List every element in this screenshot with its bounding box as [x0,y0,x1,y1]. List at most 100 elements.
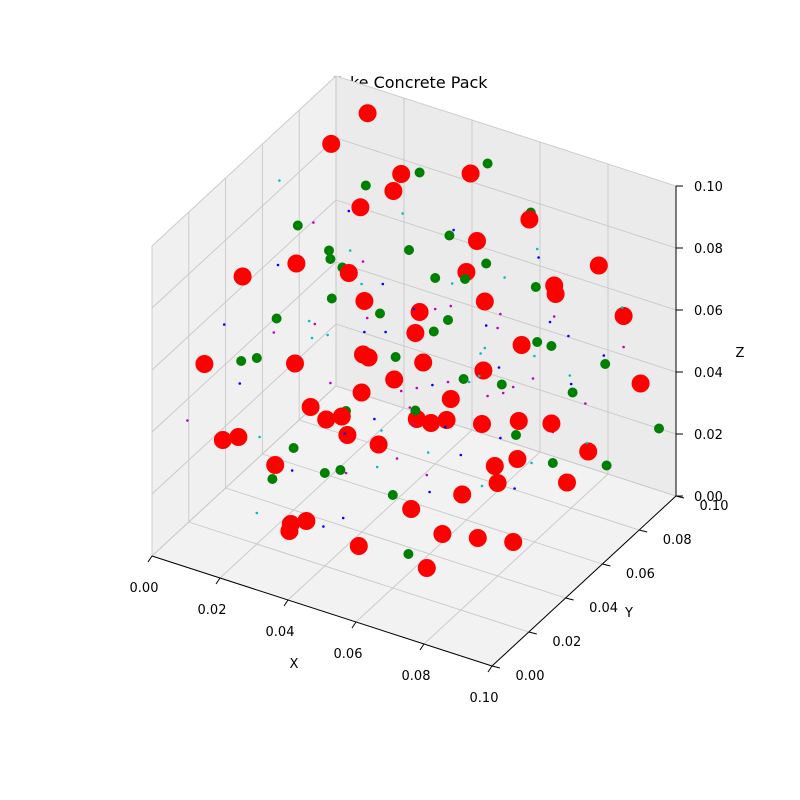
grid-line-y-floor [188,521,529,633]
scatter-point [343,432,346,435]
scatter-point [414,353,433,372]
scatter-point [631,374,650,393]
scatter-point [258,435,261,439]
scatter-point [276,263,280,267]
scatter-point [584,402,587,405]
scatter-point [399,389,403,393]
scatter-point [339,264,358,282]
scatter-point [532,337,543,347]
scatter-point [589,256,608,275]
scatter-point [537,256,540,259]
scatter-point [444,230,455,241]
scatter-point [496,379,507,390]
scatter-point [402,500,421,518]
scatter-point [355,292,374,310]
axis-ticks: 0.000.020.040.060.080.100.000.020.040.06… [130,180,729,706]
scatter-point [600,359,611,369]
scatter-point [387,490,398,500]
scatter-point [348,249,352,252]
scatter-point [443,425,447,429]
scatter-point [509,412,528,430]
scatter-point [385,370,404,389]
scatter-point [503,276,506,279]
y-tick-label: 0.00 [516,669,545,684]
scatter-point [473,415,491,433]
y-tick-label: 0.10 [700,499,729,514]
x-tick-label: 0.10 [470,691,499,706]
scatter-point [428,490,431,494]
scatter-point [251,353,262,363]
scatter-point [481,258,492,269]
z-axis-label: Z [736,346,745,361]
scatter-point [654,423,664,434]
scatter-point [569,382,573,386]
scatter-point [437,411,456,429]
x-tick-mark [487,665,493,673]
scatter-point [431,383,434,387]
scatter-point [403,549,414,559]
scatter-point [428,326,439,337]
scatter-point [512,336,531,354]
scatter-point [301,398,320,416]
z-tick-label: 0.00 [694,490,723,505]
scatter-point [317,410,336,429]
scatter-point [547,458,558,468]
scatter-point [390,352,401,362]
scatter-point [222,323,226,326]
z-tick-label: 0.04 [694,366,723,381]
scatter-point [558,473,576,492]
scatter-point [430,273,441,283]
scatter-point [280,522,299,540]
grid-line-x-floor [423,473,609,645]
scatter-point [229,428,248,446]
scatter-point [531,377,535,380]
scatter-point [329,381,332,385]
scatter-point [530,282,541,292]
grid-line-z-side [151,261,337,433]
scatter-point [349,537,368,555]
scatter-point [453,485,472,504]
scatter-point [533,354,536,358]
scatter-point [474,361,493,380]
scatter-point [392,165,411,183]
scatter-point [384,182,403,200]
scatter-point [446,380,450,384]
x-tick-label: 0.00 [130,581,159,596]
scatter-point [384,330,387,334]
scatter-point [358,104,377,123]
scatter-point [479,352,482,355]
y-tick-mark [528,631,537,635]
scatter-point [363,330,366,334]
data-points [186,104,664,577]
scatter-point [325,254,336,264]
y-tick-mark [602,563,611,567]
scatter-point [511,385,515,389]
grid-line-z-side [151,75,337,247]
scatter-point [433,307,437,311]
scatter-point [499,312,502,316]
scatter-point [401,212,404,215]
scatter-point [404,245,414,255]
scatter-point [412,307,416,311]
scatter-point [266,456,285,474]
floor-pane [152,386,676,666]
grid-line-y-floor [299,419,640,531]
z-tick-label: 0.08 [694,242,723,257]
scatter-point [267,474,278,484]
scatter-point [312,221,315,224]
x-tick-label: 0.04 [266,625,295,640]
z-tick-label: 0.10 [694,180,723,195]
x-tick-mark [351,621,357,629]
x-tick-label: 0.08 [402,669,431,684]
scatter-point [497,366,501,369]
scatter-point [567,334,570,338]
grid-line-z-back [335,261,677,373]
scatter-point [441,390,460,408]
scatter-point [468,232,486,250]
scatter-point [310,336,314,340]
scatter-point [297,512,316,530]
scatter-point [238,382,242,385]
scatter-point [614,307,633,325]
scatter-point [417,559,436,577]
